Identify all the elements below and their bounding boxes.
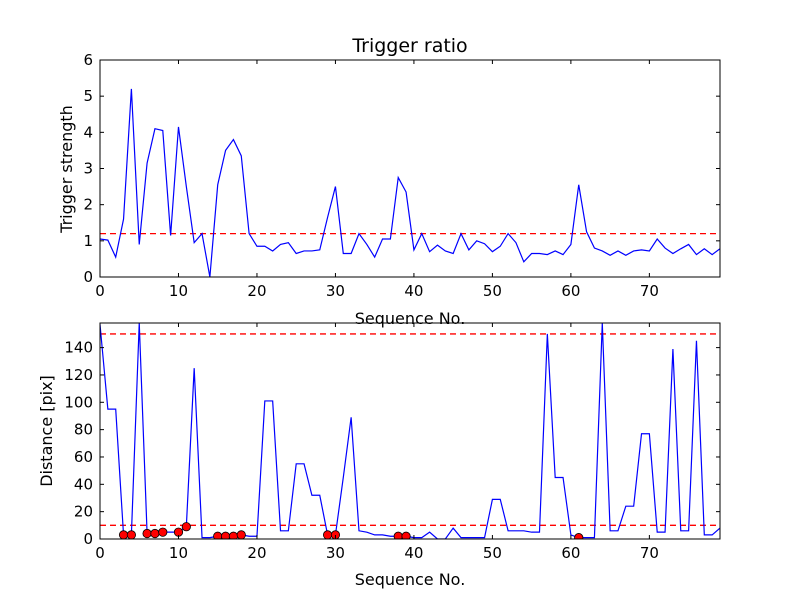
y-tick-label: 0 xyxy=(83,530,93,548)
bottom-axes-frame xyxy=(99,322,721,540)
x-tick-label: 60 xyxy=(561,282,580,300)
distance-chart: 0 10 20 30 40 50 60 70 0 20 40 60 80 100 120 140 Sequen… xyxy=(37,322,721,589)
y-tick-label: 2 xyxy=(83,196,93,214)
data-point-marker xyxy=(401,531,411,539)
data-point-marker xyxy=(322,530,333,539)
data-point-marker xyxy=(330,530,341,539)
x-tick-label: 20 xyxy=(247,544,266,562)
data-point-marker xyxy=(126,530,136,539)
x-tick-label: 50 xyxy=(483,282,502,300)
bottom-y-axis-label: Distance [pix] xyxy=(37,375,56,487)
y-tick-label: 140 xyxy=(64,339,93,357)
x-tick-label: 50 xyxy=(483,544,502,562)
y-tick-label: 0 xyxy=(83,268,93,286)
x-tick-label: 40 xyxy=(404,282,423,300)
top-x-axis-label: Sequence No. xyxy=(355,309,466,328)
data-point-marker xyxy=(118,530,129,539)
x-tick-label: 40 xyxy=(404,544,423,562)
x-tick-label: 30 xyxy=(326,544,345,562)
y-tick-label: 6 xyxy=(83,51,93,69)
y-tick-label: 5 xyxy=(83,87,93,105)
data-point-marker xyxy=(574,533,584,539)
data-point-marker xyxy=(158,527,168,537)
x-tick-label: 10 xyxy=(169,282,188,300)
trigger-ratio-chart: 0 10 20 30 40 50 60 70 0 1 2 3 4 5 6 Trigger ratio Seq… xyxy=(57,35,721,328)
y-tick-label: 120 xyxy=(64,366,93,384)
top-chart-title: Trigger ratio xyxy=(351,35,467,57)
top-y-axis-label: Trigger strength xyxy=(57,105,76,234)
y-tick-label: 4 xyxy=(83,123,93,141)
y-tick-label: 60 xyxy=(74,448,93,466)
bottom-x-axis-label: Sequence No. xyxy=(355,570,466,589)
data-point-marker xyxy=(181,522,191,532)
series-line-1 xyxy=(100,88,720,277)
x-tick-label: 20 xyxy=(247,282,266,300)
x-tick-label: 10 xyxy=(169,544,188,562)
y-tick-label: 3 xyxy=(83,160,93,178)
x-tick-label: 70 xyxy=(640,282,659,300)
y-tick-label: 1 xyxy=(83,232,93,250)
data-point-marker xyxy=(150,528,160,539)
x-tick-label: 0 xyxy=(95,544,105,562)
x-tick-label: 30 xyxy=(326,282,345,300)
data-point-marker xyxy=(142,528,152,539)
y-tick-label: 80 xyxy=(74,421,93,439)
data-point-marker xyxy=(236,530,246,539)
y-tick-label: 100 xyxy=(64,393,93,411)
x-tick-label: 60 xyxy=(561,544,580,562)
x-tick-label: 70 xyxy=(640,544,659,562)
y-tick-label: 20 xyxy=(74,503,93,521)
y-tick-label: 40 xyxy=(74,475,93,493)
x-tick-label: 0 xyxy=(95,282,105,300)
